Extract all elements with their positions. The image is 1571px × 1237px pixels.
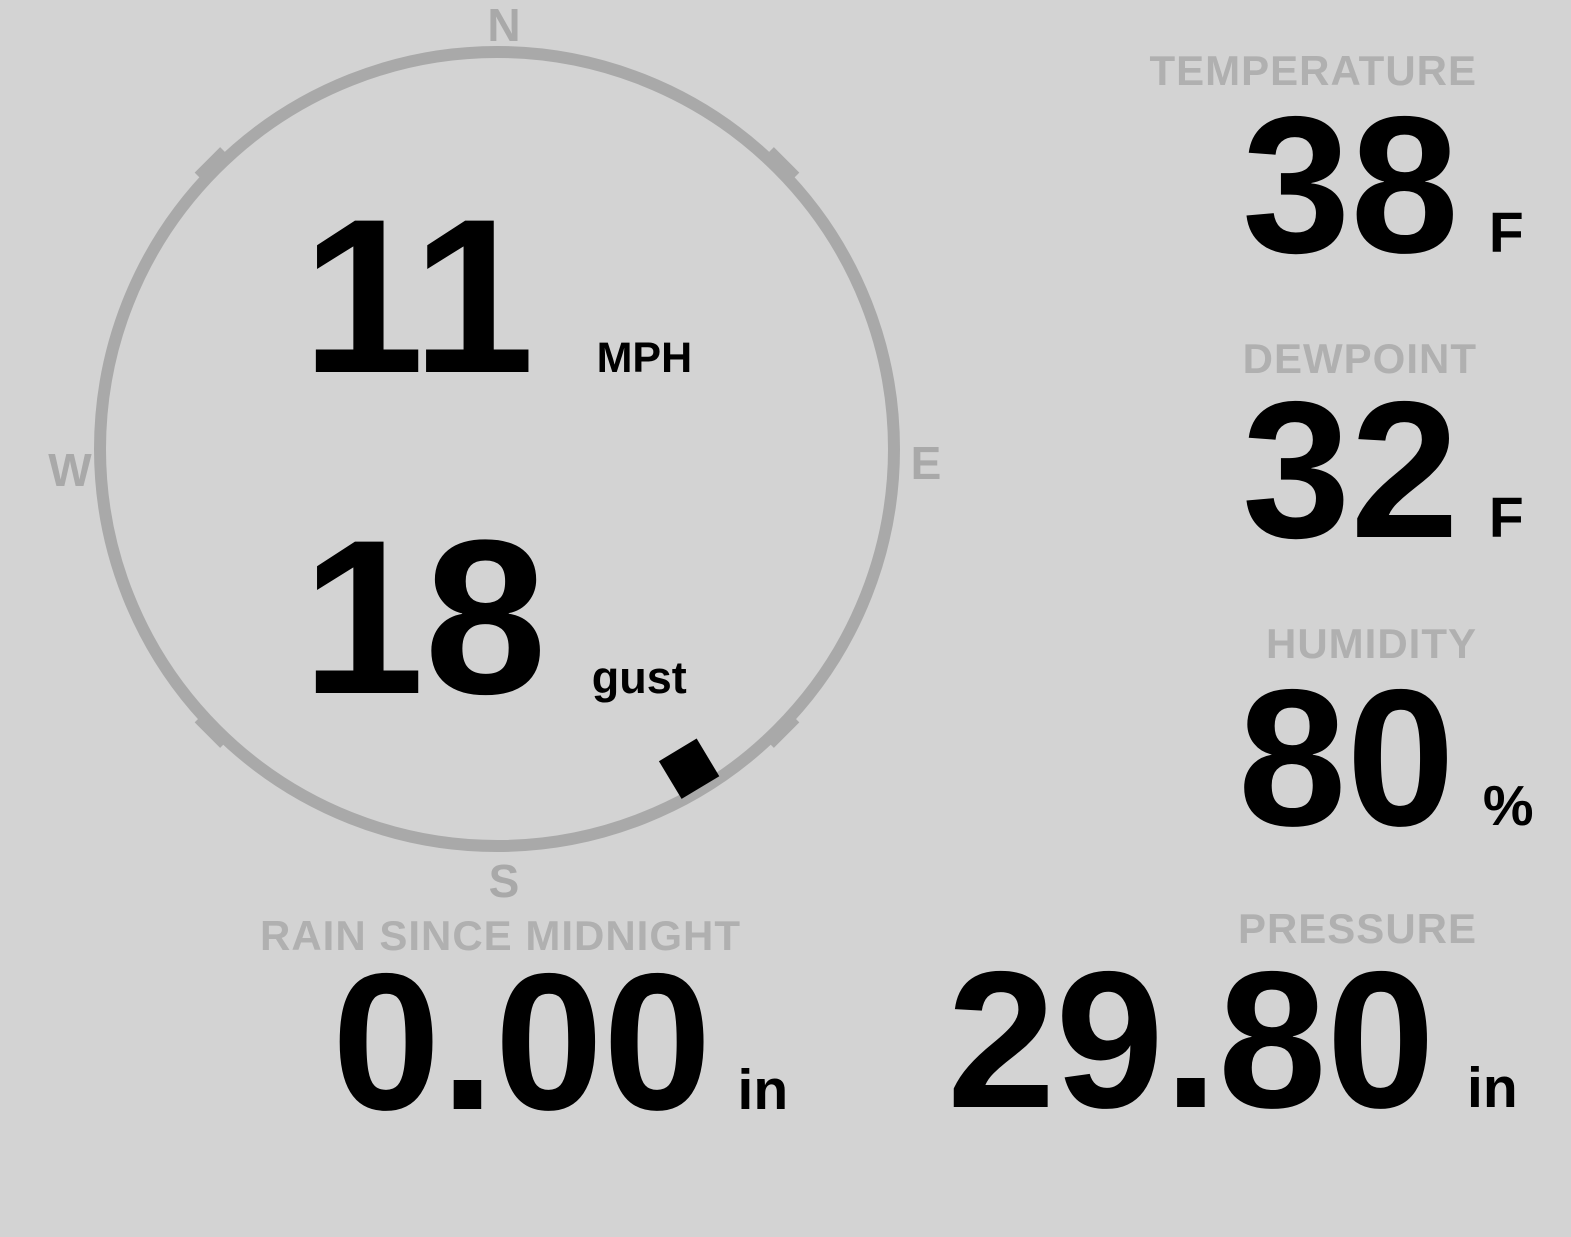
rain-label: RAIN SINCE MIDNIGHT [260,912,741,959]
humidity-value: 80 [1238,649,1455,867]
compass-label-west: W [48,444,92,496]
pressure-label: PRESSURE [1237,905,1477,952]
wind-gust-value: 18 [302,494,547,740]
dewpoint-label: DEWPOINT [1242,335,1477,382]
pressure-reading: 29.80 in [947,943,1518,1138]
temperature-label: TEMPERATURE [1149,47,1477,94]
humidity-label: HUMIDITY [1266,620,1477,667]
temperature-reading: 38 F [1242,88,1524,283]
compass-label-east: E [910,437,942,489]
rain-value: 0.00 [332,933,712,1151]
dewpoint-value: 32 [1242,361,1459,579]
dewpoint-reading: 32 F [1242,373,1524,568]
humidity-unit: % [1482,774,1534,838]
rain-unit: in [737,1058,789,1122]
wind-gust-unit: gust [591,652,687,703]
compass-label-north: N [487,0,521,51]
pressure-unit: in [1466,1056,1518,1120]
humidity-reading: 80 % [1238,661,1534,856]
compass-label-south: S [488,855,520,907]
dewpoint-unit: F [1488,486,1524,550]
wind-speed-value: 11 [302,173,535,419]
wind-speed-unit: MPH [596,334,693,382]
temperature-value: 38 [1242,76,1459,294]
pressure-value: 29.80 [947,931,1435,1149]
temperature-unit: F [1488,201,1524,265]
wind-speed: 11 MPH [302,186,692,406]
rain-reading: 0.00 in [332,945,788,1140]
wind-gust: 18 gust [302,507,687,727]
